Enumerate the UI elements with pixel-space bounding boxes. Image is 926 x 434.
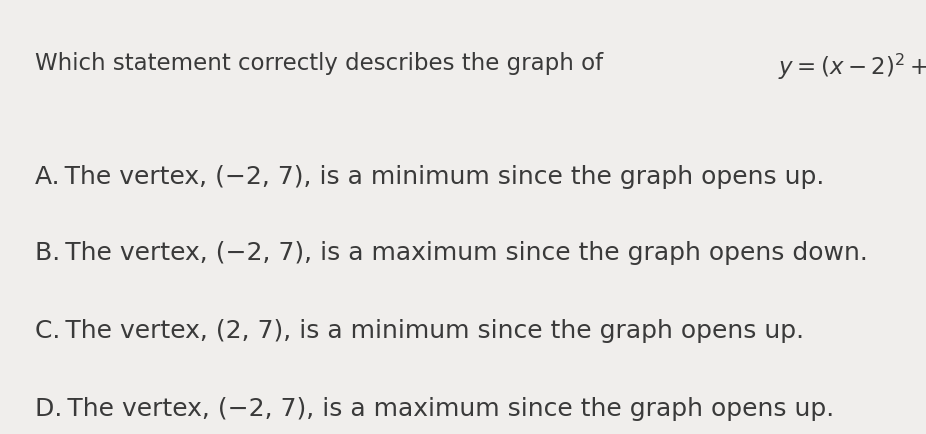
Text: Which statement correctly describes the graph of: Which statement correctly describes the … bbox=[35, 52, 610, 75]
Text: D. The vertex, (−2, 7), is a maximum since the graph opens up.: D. The vertex, (−2, 7), is a maximum sin… bbox=[35, 397, 834, 421]
Text: $y = (x - 2)^2 + 7$?: $y = (x - 2)^2 + 7$? bbox=[778, 52, 926, 82]
Text: C. The vertex, (2, 7), is a minimum since the graph opens up.: C. The vertex, (2, 7), is a minimum sinc… bbox=[35, 319, 805, 343]
Text: A. The vertex, (−2, 7), is a minimum since the graph opens up.: A. The vertex, (−2, 7), is a minimum sin… bbox=[35, 165, 824, 189]
Text: B. The vertex, (−2, 7), is a maximum since the graph opens down.: B. The vertex, (−2, 7), is a maximum sin… bbox=[35, 241, 868, 265]
